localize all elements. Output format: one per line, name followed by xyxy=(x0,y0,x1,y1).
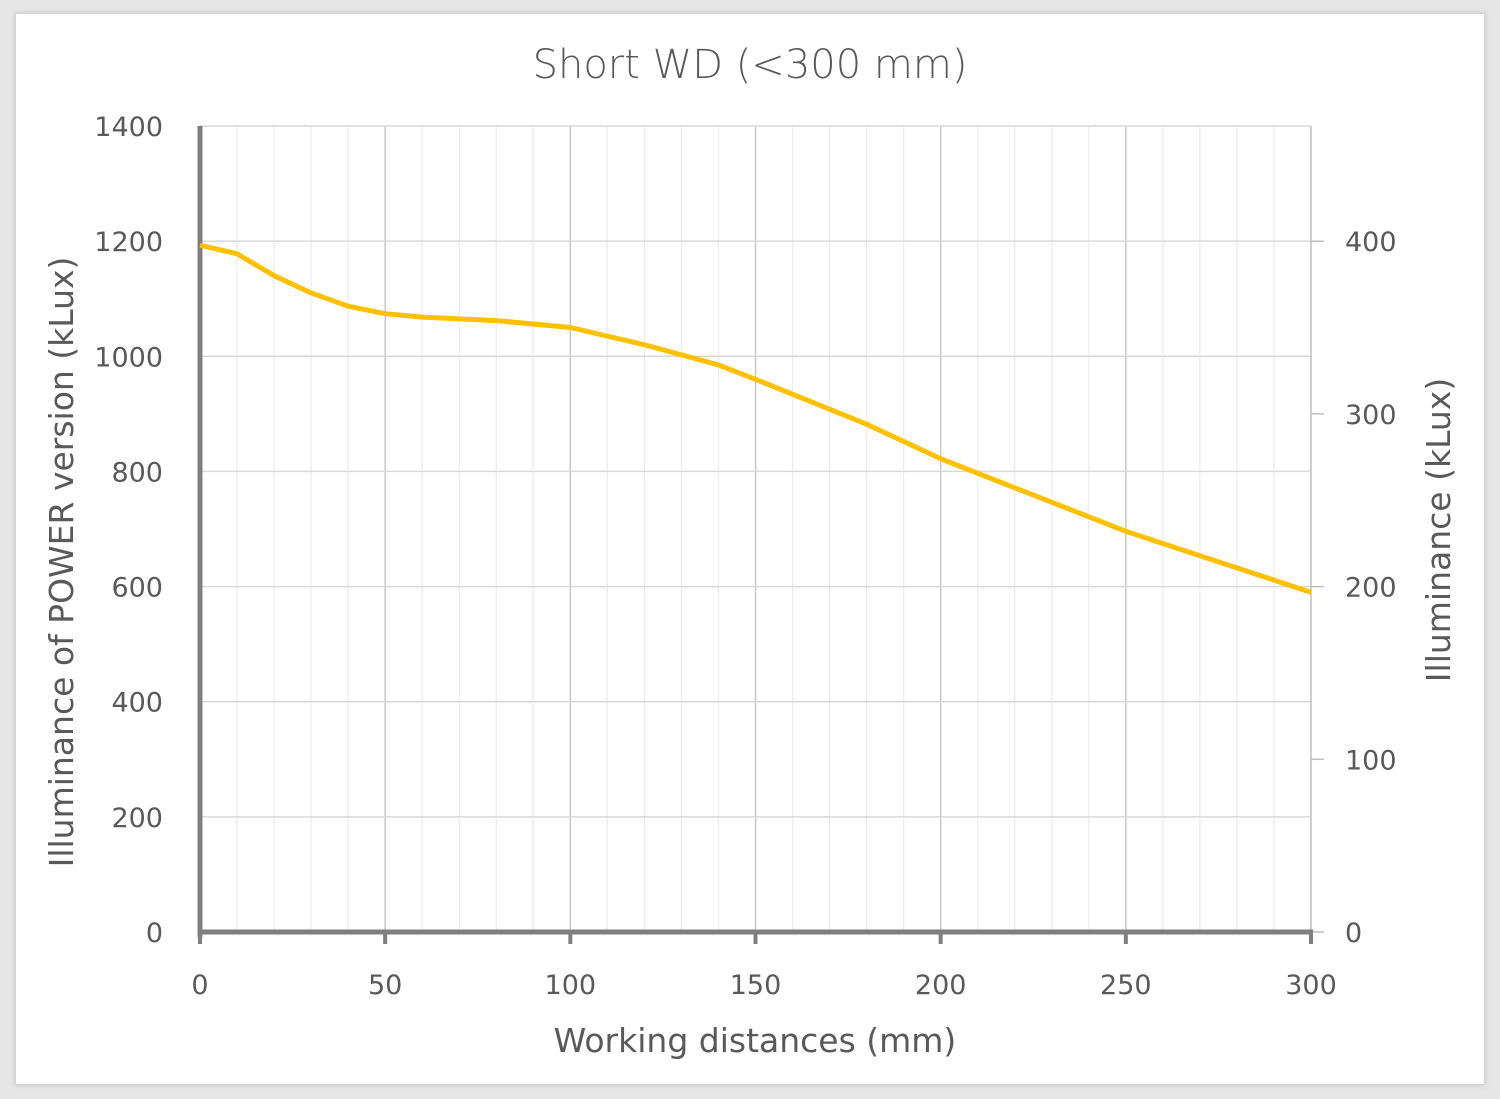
series-line-power-version xyxy=(199,242,1312,595)
y-tick-label: 1400 xyxy=(94,112,163,143)
y2-axis-label: Illuminance (kLux) xyxy=(1419,378,1458,682)
y2-tick-label: 300 xyxy=(1345,400,1397,431)
y2-tick-label: 200 xyxy=(1345,573,1397,604)
y-tick-label: 0 xyxy=(146,918,163,949)
x-tick-label: 200 xyxy=(915,970,967,1001)
x-tick-label: 150 xyxy=(730,970,782,1001)
y-tick-label: 1000 xyxy=(94,342,163,373)
y2-tick-label: 400 xyxy=(1345,227,1397,258)
x-tick-label: 0 xyxy=(191,970,208,1001)
x-tick-label: 50 xyxy=(368,970,402,1001)
major-gridlines xyxy=(200,125,1311,932)
x-tick-label: 100 xyxy=(545,970,597,1001)
minor-gridlines xyxy=(236,126,1275,932)
x-tick-label: 300 xyxy=(1285,970,1337,1001)
x-axis-label: Working distances (mm) xyxy=(554,1021,957,1060)
y-tick-label: 800 xyxy=(111,457,163,488)
x-axis-ticks: 0 50 100 150 200 250 300 xyxy=(191,932,1337,1001)
right-axis-ticks: 0 100 200 300 400 xyxy=(1311,227,1397,949)
chart-title: Short WD (<300 mm) xyxy=(533,42,968,88)
y-tick-label: 400 xyxy=(111,688,163,719)
y-axis-label: Illuminance of POWER version (kLux) xyxy=(42,257,81,868)
y2-tick-label: 0 xyxy=(1345,918,1362,949)
x-tick-label: 250 xyxy=(1100,970,1152,1001)
y2-tick-label: 100 xyxy=(1345,745,1397,776)
left-axis-ticks: 0 200 400 600 800 1000 1200 1400 xyxy=(94,112,163,949)
chart-frame xyxy=(16,14,1484,1084)
y-tick-label: 200 xyxy=(111,803,163,834)
y-tick-label: 1200 xyxy=(94,227,163,258)
y-tick-label: 600 xyxy=(111,573,163,604)
